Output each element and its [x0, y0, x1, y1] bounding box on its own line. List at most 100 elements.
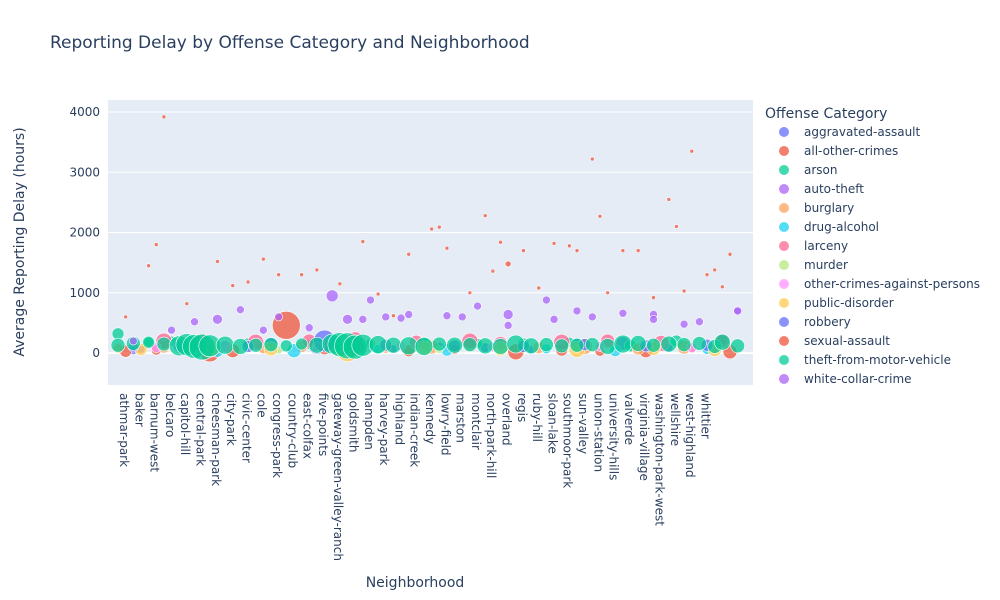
point-sexual-assault[interactable]	[651, 295, 656, 300]
legend-label-white-collar-crime[interactable]: white-collar-crime	[804, 372, 912, 386]
legend-marker-white-collar-crime[interactable]	[779, 374, 789, 384]
point-sexual-assault[interactable]	[589, 156, 595, 162]
legend-label-sexual-assault[interactable]: sexual-assault	[804, 334, 890, 348]
point-theft-from-motor-vehicle[interactable]	[522, 337, 540, 355]
point-theft-from-motor-vehicle[interactable]	[692, 336, 707, 351]
point-sexual-assault[interactable]	[314, 267, 320, 273]
point-theft-from-motor-vehicle[interactable]	[446, 336, 463, 354]
point-white-collar-crime[interactable]	[649, 315, 658, 324]
point-sexual-assault[interactable]	[551, 241, 557, 246]
point-sexual-assault[interactable]	[444, 245, 450, 251]
point-theft-from-motor-vehicle[interactable]	[554, 338, 570, 354]
legend-label-robbery[interactable]: robbery	[804, 315, 851, 329]
point-theft-from-motor-vehicle[interactable]	[676, 337, 692, 352]
point-white-collar-crime[interactable]	[679, 319, 689, 329]
point-sexual-assault[interactable]	[620, 248, 626, 253]
point-theft-from-motor-vehicle[interactable]	[646, 337, 661, 353]
point-auto-theft[interactable]	[236, 305, 245, 314]
point-sexual-assault[interactable]	[597, 213, 603, 219]
point-white-collar-crime[interactable]	[167, 325, 176, 335]
point-white-collar-crime[interactable]	[304, 323, 314, 333]
point-auto-theft[interactable]	[325, 289, 339, 303]
point-theft-from-motor-vehicle[interactable]	[539, 337, 554, 352]
point-sexual-assault[interactable]	[276, 272, 281, 278]
point-auto-theft[interactable]	[503, 321, 513, 330]
point-sexual-assault[interactable]	[436, 224, 442, 230]
legend-label-other-crimes-against-persons[interactable]: other-crimes-against-persons	[804, 277, 980, 291]
point-sexual-assault[interactable]	[429, 226, 434, 232]
point-theft-from-motor-vehicle[interactable]	[462, 337, 478, 352]
point-theft-from-motor-vehicle[interactable]	[295, 337, 308, 351]
point-sexual-assault[interactable]	[375, 291, 381, 297]
point-sexual-assault[interactable]	[299, 272, 304, 278]
point-auto-theft[interactable]	[274, 312, 283, 322]
point-white-collar-crime[interactable]	[366, 295, 375, 305]
point-sexual-assault[interactable]	[574, 248, 580, 253]
point-sexual-assault[interactable]	[161, 114, 167, 120]
point-sexual-assault[interactable]	[215, 259, 220, 264]
legend-marker-other-crimes-against-persons[interactable]	[779, 279, 789, 289]
point-theft-from-motor-vehicle[interactable]	[584, 337, 600, 352]
point-sexual-assault[interactable]	[689, 148, 695, 154]
point-theft-from-motor-vehicle[interactable]	[660, 335, 678, 353]
point-sexual-assault[interactable]	[536, 285, 542, 291]
point-sexual-assault[interactable]	[146, 263, 151, 268]
point-sexual-assault[interactable]	[490, 268, 496, 274]
point-theft-from-motor-vehicle[interactable]	[368, 335, 388, 354]
point-white-collar-crime[interactable]	[342, 314, 353, 325]
legend-label-aggravated-assault[interactable]: aggravated-assault	[804, 125, 921, 139]
point-sexual-assault[interactable]	[230, 283, 236, 288]
point-theft-from-motor-vehicle[interactable]	[248, 337, 263, 353]
point-sexual-assault[interactable]	[681, 288, 687, 294]
point-theft-from-motor-vehicle[interactable]	[142, 335, 155, 349]
point-auto-theft[interactable]	[549, 315, 559, 324]
point-theft-from-motor-vehicle[interactable]	[714, 333, 731, 351]
legend-marker-burglary[interactable]	[779, 203, 789, 213]
point-sexual-assault[interactable]	[635, 248, 641, 253]
point-sexual-assault[interactable]	[674, 224, 679, 229]
legend-label-arson[interactable]: arson	[804, 163, 838, 177]
point-sexual-assault[interactable]	[467, 290, 473, 296]
point-sexual-assault[interactable]	[184, 301, 190, 306]
point-theft-from-motor-vehicle[interactable]	[476, 337, 494, 355]
point-white-collar-crime[interactable]	[542, 295, 551, 305]
point-theft-from-motor-vehicle[interactable]	[569, 337, 585, 353]
point-sexual-assault[interactable]	[712, 267, 718, 273]
legend-marker-murder[interactable]	[779, 260, 789, 270]
legend-label-drug-alcohol[interactable]: drug-alcohol	[804, 220, 879, 234]
legend-marker-drug-alcohol[interactable]	[779, 222, 789, 232]
point-theft-from-motor-vehicle[interactable]	[613, 334, 633, 354]
point-sexual-assault[interactable]	[360, 239, 366, 244]
point-sexual-assault[interactable]	[521, 248, 526, 253]
point-sexual-assault[interactable]	[605, 290, 610, 296]
legend-label-burglary[interactable]: burglary	[804, 201, 854, 215]
point-theft-from-motor-vehicle[interactable]	[414, 337, 434, 356]
point-sexual-assault[interactable]	[567, 243, 572, 249]
point-theft-from-motor-vehicle[interactable]	[156, 336, 172, 352]
point-sexual-assault[interactable]	[704, 272, 710, 278]
point-white-collar-crime[interactable]	[572, 306, 582, 316]
point-sexual-assault[interactable]	[482, 213, 488, 218]
legend-marker-all-other-crimes[interactable]	[779, 146, 789, 156]
point-white-collar-crime[interactable]	[733, 306, 742, 316]
legend-marker-auto-theft[interactable]	[779, 184, 789, 194]
point-white-collar-crime[interactable]	[442, 311, 452, 321]
point-sexual-assault[interactable]	[727, 251, 733, 257]
point-auto-theft[interactable]	[587, 312, 597, 322]
point-theft-from-motor-vehicle[interactable]	[730, 338, 745, 354]
point-theft-from-motor-vehicle[interactable]	[215, 335, 235, 355]
point-sexual-assault[interactable]	[666, 197, 672, 202]
legend-label-auto-theft[interactable]: auto-theft	[804, 182, 864, 196]
legend-label-theft-from-motor-vehicle[interactable]: theft-from-motor-vehicle	[804, 353, 951, 367]
point-theft-from-motor-vehicle[interactable]	[232, 338, 249, 355]
point-white-collar-crime[interactable]	[381, 312, 391, 322]
point-theft-from-motor-vehicle[interactable]	[506, 334, 526, 354]
point-white-collar-crime[interactable]	[473, 301, 482, 311]
point-theft-from-motor-vehicle[interactable]	[279, 339, 293, 353]
point-sexual-assault[interactable]	[391, 313, 396, 319]
point-sexual-assault[interactable]	[245, 279, 251, 285]
point-sexual-assault[interactable]	[504, 260, 512, 268]
point-theft-from-motor-vehicle[interactable]	[492, 338, 509, 355]
legend-marker-theft-from-motor-vehicle[interactable]	[779, 355, 789, 365]
point-sexual-assault[interactable]	[406, 251, 412, 257]
